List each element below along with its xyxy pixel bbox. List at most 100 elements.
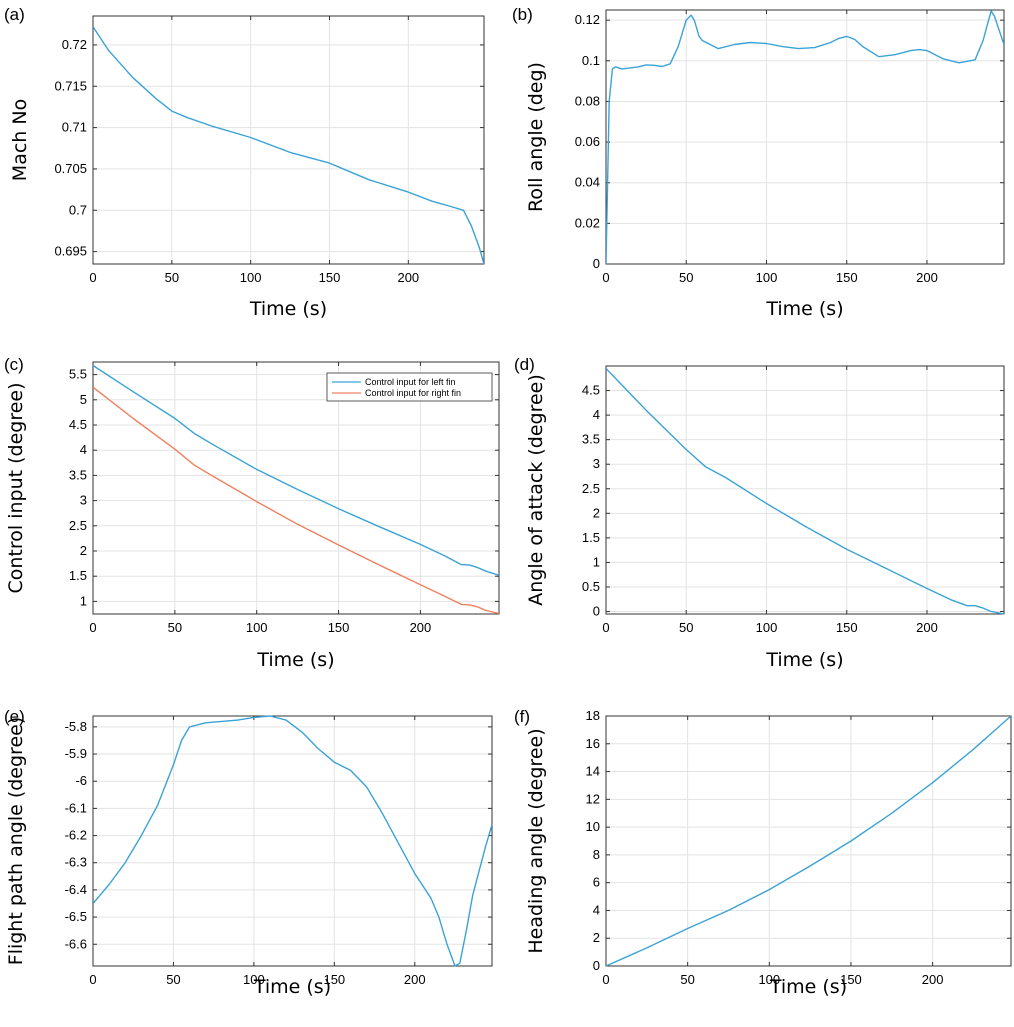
y-tick-label: 2 bbox=[593, 505, 600, 520]
y-tick-label: 4 bbox=[593, 407, 600, 422]
x-tick-label: 50 bbox=[679, 270, 693, 285]
y-tick-label: 1.5 bbox=[582, 530, 600, 545]
axes-frame bbox=[92, 15, 485, 265]
y-tick-label: 1 bbox=[593, 554, 600, 569]
y-tick-label: 3.5 bbox=[69, 467, 87, 482]
plot-area bbox=[606, 366, 1004, 614]
panel-label: (e) bbox=[4, 707, 25, 726]
y-tick-label: -5.8 bbox=[65, 719, 87, 734]
y-tick-label: -6.6 bbox=[65, 936, 87, 951]
y-tick-label: 2 bbox=[80, 543, 87, 558]
y-tick-label: 3.5 bbox=[582, 432, 600, 447]
y-tick-label: 4.5 bbox=[582, 383, 600, 398]
x-tick-label: 100 bbox=[756, 620, 778, 635]
y-tick-label: 0.7 bbox=[69, 202, 87, 217]
y-tick-label: 10 bbox=[586, 819, 600, 834]
x-tick-label: 100 bbox=[243, 972, 265, 987]
y-tick-label: -6.2 bbox=[65, 828, 87, 843]
y-tick-label: 2 bbox=[593, 930, 600, 945]
chart-panel-4: 0 50 100 150 200 -6.6 -6.5 -6.4 -6.3 -6.2 -6.1 -6 -5… bbox=[4, 707, 493, 998]
y-axis-label: Roll angle (deg) bbox=[525, 62, 547, 212]
y-tick-label: 0.08 bbox=[575, 93, 600, 108]
y-tick-label: 0 bbox=[593, 604, 600, 619]
x-tick-label: 50 bbox=[166, 972, 180, 987]
x-tick-label: 150 bbox=[836, 620, 858, 635]
series-line-0 bbox=[606, 10, 1004, 265]
y-tick-label: 4.5 bbox=[69, 417, 87, 432]
y-tick-label: -5.9 bbox=[65, 746, 87, 761]
y-tick-label: 4 bbox=[593, 902, 600, 917]
x-tick-label: 50 bbox=[680, 972, 694, 987]
y-tick-label: 0 bbox=[593, 958, 600, 973]
y-tick-label: 0.5 bbox=[582, 579, 600, 594]
plot-area bbox=[93, 16, 484, 264]
x-tick-label: 200 bbox=[916, 620, 938, 635]
x-tick-label: 150 bbox=[328, 620, 350, 635]
x-tick-label: 50 bbox=[679, 620, 693, 635]
x-axis-label: Time (s) bbox=[765, 649, 843, 671]
x-tick-label: 0 bbox=[602, 972, 609, 987]
axes-frame bbox=[92, 361, 500, 615]
y-tick-label: 3 bbox=[80, 493, 87, 508]
x-tick-label: 100 bbox=[246, 620, 268, 635]
y-tick-label: 2.5 bbox=[582, 481, 600, 496]
x-tick-label: 100 bbox=[240, 270, 262, 285]
y-tick-label: 0.715 bbox=[54, 78, 87, 93]
x-tick-label: 150 bbox=[323, 972, 345, 987]
x-tick-label: 150 bbox=[319, 270, 341, 285]
x-tick-label: 0 bbox=[89, 620, 96, 635]
y-tick-label: 4 bbox=[80, 442, 87, 457]
panel-label: (c) bbox=[4, 355, 24, 374]
x-tick-label: 0 bbox=[89, 972, 96, 987]
y-tick-label: 6 bbox=[593, 875, 600, 890]
x-tick-label: 0 bbox=[602, 270, 609, 285]
y-tick-label: -6.1 bbox=[65, 800, 87, 815]
y-tick-label: 5.5 bbox=[69, 367, 87, 382]
y-tick-label: 2.5 bbox=[69, 518, 87, 533]
y-axis-label: Control input (degree) bbox=[5, 382, 27, 593]
axes-frame bbox=[605, 715, 1012, 967]
y-tick-label: -6.3 bbox=[65, 855, 87, 870]
series-line-0 bbox=[606, 368, 1004, 615]
legend-label: Control input for left fin bbox=[365, 377, 456, 387]
y-tick-label: 0.04 bbox=[575, 175, 600, 190]
x-tick-label: 200 bbox=[397, 270, 419, 285]
series-line-0 bbox=[93, 26, 484, 265]
y-axis-label: Heading angle (degree) bbox=[525, 728, 547, 953]
axes-frame bbox=[605, 9, 1005, 265]
series-line-0 bbox=[606, 715, 1011, 967]
y-tick-label: 5 bbox=[80, 392, 87, 407]
y-tick-label: 18 bbox=[586, 708, 600, 723]
y-tick-label: 0 bbox=[593, 256, 600, 271]
x-tick-label: 100 bbox=[756, 270, 778, 285]
axes-frame bbox=[92, 715, 493, 967]
panel-label: (b) bbox=[512, 5, 533, 24]
y-tick-label: 8 bbox=[593, 847, 600, 862]
chart-panel-5: 0 50 100 150 200 0 2 4 6 8 10 12 14 16 18 Time (s) Headi… bbox=[514, 707, 1012, 998]
y-tick-label: 0.71 bbox=[62, 120, 87, 135]
y-tick-label: 0.02 bbox=[575, 215, 600, 230]
x-tick-label: 200 bbox=[410, 620, 432, 635]
y-tick-label: 12 bbox=[586, 791, 600, 806]
y-axis-label: Angle of attack (degree) bbox=[525, 374, 547, 606]
x-axis-label: Time (s) bbox=[253, 976, 331, 998]
x-tick-label: 150 bbox=[840, 972, 862, 987]
y-tick-label: 16 bbox=[586, 736, 600, 751]
y-tick-label: 0.705 bbox=[54, 161, 87, 176]
axes-frame bbox=[605, 365, 1005, 615]
chart-panel-2: 0 50 100 150 200 1 1.5 2 2.5 3 3.5 4 4.5 5 5.5 Control … bbox=[4, 355, 500, 671]
x-tick-label: 50 bbox=[165, 270, 179, 285]
chart-panel-0: 0 50 100 150 200 0.695 0.7 0.705 0.71 0.715 0.72 Ti… bbox=[4, 5, 485, 320]
x-axis-label: Time (s) bbox=[249, 298, 327, 320]
legend-label: Control input for right fin bbox=[365, 388, 461, 398]
x-axis-label: Time (s) bbox=[769, 976, 847, 998]
y-tick-label: -6 bbox=[75, 773, 87, 788]
y-tick-label: 0.06 bbox=[575, 134, 600, 149]
y-tick-label: 0.695 bbox=[54, 244, 87, 259]
x-tick-label: 0 bbox=[89, 270, 96, 285]
y-axis-label: Mach No bbox=[9, 99, 31, 181]
series-line-1 bbox=[93, 386, 499, 615]
x-axis-label: Time (s) bbox=[256, 649, 334, 671]
x-tick-label: 100 bbox=[758, 972, 780, 987]
